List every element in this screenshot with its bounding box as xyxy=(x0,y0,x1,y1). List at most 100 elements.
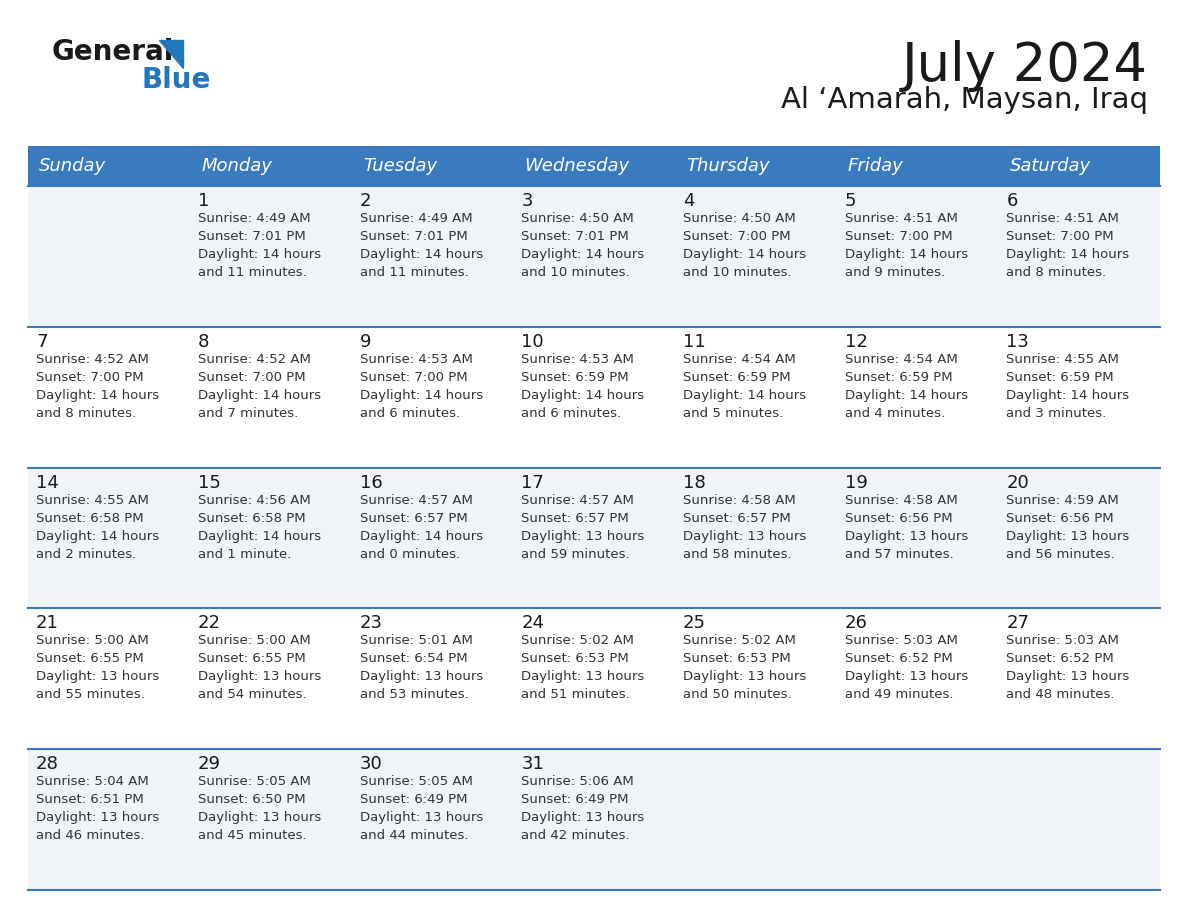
Bar xyxy=(29,467,190,609)
Text: 2: 2 xyxy=(360,192,371,210)
Text: 12: 12 xyxy=(845,333,867,351)
Text: Sunrise: 4:49 AM
Sunset: 7:01 PM
Daylight: 14 hours
and 11 minutes.: Sunrise: 4:49 AM Sunset: 7:01 PM Dayligh… xyxy=(197,212,321,279)
Bar xyxy=(352,146,513,186)
Text: Sunrise: 4:54 AM
Sunset: 6:59 PM
Daylight: 14 hours
and 5 minutes.: Sunrise: 4:54 AM Sunset: 6:59 PM Dayligh… xyxy=(683,353,807,420)
Bar xyxy=(513,327,675,467)
Text: Sunrise: 5:00 AM
Sunset: 6:55 PM
Daylight: 13 hours
and 54 minutes.: Sunrise: 5:00 AM Sunset: 6:55 PM Dayligh… xyxy=(197,634,321,701)
Text: Sunrise: 4:53 AM
Sunset: 7:00 PM
Daylight: 14 hours
and 6 minutes.: Sunrise: 4:53 AM Sunset: 7:00 PM Dayligh… xyxy=(360,353,482,420)
Text: Sunrise: 5:05 AM
Sunset: 6:50 PM
Daylight: 13 hours
and 45 minutes.: Sunrise: 5:05 AM Sunset: 6:50 PM Dayligh… xyxy=(197,775,321,842)
Text: Sunrise: 4:56 AM
Sunset: 6:58 PM
Daylight: 14 hours
and 1 minute.: Sunrise: 4:56 AM Sunset: 6:58 PM Dayligh… xyxy=(197,494,321,561)
Bar xyxy=(352,186,513,327)
Bar xyxy=(29,749,190,890)
Bar xyxy=(998,186,1159,327)
Text: Sunrise: 4:53 AM
Sunset: 6:59 PM
Daylight: 14 hours
and 6 minutes.: Sunrise: 4:53 AM Sunset: 6:59 PM Dayligh… xyxy=(522,353,644,420)
Text: 23: 23 xyxy=(360,614,383,633)
Bar xyxy=(836,749,998,890)
Text: Sunrise: 5:06 AM
Sunset: 6:49 PM
Daylight: 13 hours
and 42 minutes.: Sunrise: 5:06 AM Sunset: 6:49 PM Dayligh… xyxy=(522,775,644,842)
Bar xyxy=(675,609,836,749)
Text: 3: 3 xyxy=(522,192,532,210)
Text: Sunrise: 4:52 AM
Sunset: 7:00 PM
Daylight: 14 hours
and 8 minutes.: Sunrise: 4:52 AM Sunset: 7:00 PM Dayligh… xyxy=(36,353,159,420)
Text: 1: 1 xyxy=(197,192,209,210)
Text: Sunrise: 4:54 AM
Sunset: 6:59 PM
Daylight: 14 hours
and 4 minutes.: Sunrise: 4:54 AM Sunset: 6:59 PM Dayligh… xyxy=(845,353,968,420)
Text: 24: 24 xyxy=(522,614,544,633)
Bar xyxy=(836,609,998,749)
Text: General: General xyxy=(52,38,175,66)
Text: Saturday: Saturday xyxy=(1010,157,1091,175)
Bar xyxy=(190,327,352,467)
Text: Friday: Friday xyxy=(848,157,904,175)
Text: Sunrise: 4:52 AM
Sunset: 7:00 PM
Daylight: 14 hours
and 7 minutes.: Sunrise: 4:52 AM Sunset: 7:00 PM Dayligh… xyxy=(197,353,321,420)
Text: 16: 16 xyxy=(360,474,383,492)
Bar xyxy=(836,327,998,467)
Bar xyxy=(190,749,352,890)
Text: Sunrise: 4:58 AM
Sunset: 6:56 PM
Daylight: 13 hours
and 57 minutes.: Sunrise: 4:58 AM Sunset: 6:56 PM Dayligh… xyxy=(845,494,968,561)
Text: Sunrise: 5:03 AM
Sunset: 6:52 PM
Daylight: 13 hours
and 48 minutes.: Sunrise: 5:03 AM Sunset: 6:52 PM Dayligh… xyxy=(1006,634,1130,701)
Text: 31: 31 xyxy=(522,756,544,773)
Text: 22: 22 xyxy=(197,614,221,633)
Text: Sunrise: 4:59 AM
Sunset: 6:56 PM
Daylight: 13 hours
and 56 minutes.: Sunrise: 4:59 AM Sunset: 6:56 PM Dayligh… xyxy=(1006,494,1130,561)
Text: 17: 17 xyxy=(522,474,544,492)
Text: Sunrise: 4:51 AM
Sunset: 7:00 PM
Daylight: 14 hours
and 9 minutes.: Sunrise: 4:51 AM Sunset: 7:00 PM Dayligh… xyxy=(845,212,968,279)
Text: 14: 14 xyxy=(36,474,59,492)
Text: 9: 9 xyxy=(360,333,371,351)
Text: July 2024: July 2024 xyxy=(902,40,1148,92)
Text: Blue: Blue xyxy=(143,66,211,94)
Bar xyxy=(352,749,513,890)
Bar xyxy=(675,749,836,890)
Text: Tuesday: Tuesday xyxy=(362,157,437,175)
Text: 26: 26 xyxy=(845,614,867,633)
Bar xyxy=(190,186,352,327)
Text: Sunrise: 5:05 AM
Sunset: 6:49 PM
Daylight: 13 hours
and 44 minutes.: Sunrise: 5:05 AM Sunset: 6:49 PM Dayligh… xyxy=(360,775,482,842)
Text: Sunrise: 4:57 AM
Sunset: 6:57 PM
Daylight: 14 hours
and 0 minutes.: Sunrise: 4:57 AM Sunset: 6:57 PM Dayligh… xyxy=(360,494,482,561)
Bar xyxy=(513,186,675,327)
Text: Wednesday: Wednesday xyxy=(524,157,630,175)
Bar xyxy=(998,146,1159,186)
Text: 30: 30 xyxy=(360,756,383,773)
Bar xyxy=(29,327,190,467)
Text: Sunrise: 4:55 AM
Sunset: 6:59 PM
Daylight: 14 hours
and 3 minutes.: Sunrise: 4:55 AM Sunset: 6:59 PM Dayligh… xyxy=(1006,353,1130,420)
Text: Sunrise: 4:57 AM
Sunset: 6:57 PM
Daylight: 13 hours
and 59 minutes.: Sunrise: 4:57 AM Sunset: 6:57 PM Dayligh… xyxy=(522,494,644,561)
Bar xyxy=(998,467,1159,609)
Bar xyxy=(998,327,1159,467)
Text: Sunday: Sunday xyxy=(39,157,107,175)
Bar xyxy=(998,749,1159,890)
Bar xyxy=(675,327,836,467)
Text: Sunrise: 4:50 AM
Sunset: 7:01 PM
Daylight: 14 hours
and 10 minutes.: Sunrise: 4:50 AM Sunset: 7:01 PM Dayligh… xyxy=(522,212,644,279)
Bar xyxy=(29,186,190,327)
Text: Sunrise: 5:00 AM
Sunset: 6:55 PM
Daylight: 13 hours
and 55 minutes.: Sunrise: 5:00 AM Sunset: 6:55 PM Dayligh… xyxy=(36,634,159,701)
Text: 13: 13 xyxy=(1006,333,1029,351)
Text: 20: 20 xyxy=(1006,474,1029,492)
Text: Thursday: Thursday xyxy=(687,157,770,175)
Bar xyxy=(836,146,998,186)
Text: 11: 11 xyxy=(683,333,706,351)
Text: Sunrise: 5:02 AM
Sunset: 6:53 PM
Daylight: 13 hours
and 50 minutes.: Sunrise: 5:02 AM Sunset: 6:53 PM Dayligh… xyxy=(683,634,807,701)
Text: 18: 18 xyxy=(683,474,706,492)
Bar xyxy=(513,609,675,749)
Bar xyxy=(998,609,1159,749)
Bar xyxy=(513,467,675,609)
Text: 21: 21 xyxy=(36,614,59,633)
Text: 6: 6 xyxy=(1006,192,1018,210)
Bar xyxy=(675,467,836,609)
Bar xyxy=(836,186,998,327)
Bar xyxy=(675,146,836,186)
Text: Sunrise: 5:02 AM
Sunset: 6:53 PM
Daylight: 13 hours
and 51 minutes.: Sunrise: 5:02 AM Sunset: 6:53 PM Dayligh… xyxy=(522,634,644,701)
Bar xyxy=(513,146,675,186)
Bar xyxy=(190,146,352,186)
Text: 8: 8 xyxy=(197,333,209,351)
Bar xyxy=(352,467,513,609)
Text: Sunrise: 4:50 AM
Sunset: 7:00 PM
Daylight: 14 hours
and 10 minutes.: Sunrise: 4:50 AM Sunset: 7:00 PM Dayligh… xyxy=(683,212,807,279)
Text: Sunrise: 4:55 AM
Sunset: 6:58 PM
Daylight: 14 hours
and 2 minutes.: Sunrise: 4:55 AM Sunset: 6:58 PM Dayligh… xyxy=(36,494,159,561)
Text: Monday: Monday xyxy=(201,157,272,175)
Text: Sunrise: 5:01 AM
Sunset: 6:54 PM
Daylight: 13 hours
and 53 minutes.: Sunrise: 5:01 AM Sunset: 6:54 PM Dayligh… xyxy=(360,634,482,701)
Bar xyxy=(190,467,352,609)
Text: Sunrise: 4:58 AM
Sunset: 6:57 PM
Daylight: 13 hours
and 58 minutes.: Sunrise: 4:58 AM Sunset: 6:57 PM Dayligh… xyxy=(683,494,807,561)
Bar xyxy=(190,609,352,749)
Bar xyxy=(352,609,513,749)
Text: 25: 25 xyxy=(683,614,706,633)
Text: Sunrise: 5:04 AM
Sunset: 6:51 PM
Daylight: 13 hours
and 46 minutes.: Sunrise: 5:04 AM Sunset: 6:51 PM Dayligh… xyxy=(36,775,159,842)
Bar xyxy=(29,146,190,186)
Text: Al ‘Amarah, Maysan, Iraq: Al ‘Amarah, Maysan, Iraq xyxy=(781,86,1148,114)
Bar xyxy=(352,327,513,467)
Polygon shape xyxy=(159,40,183,68)
